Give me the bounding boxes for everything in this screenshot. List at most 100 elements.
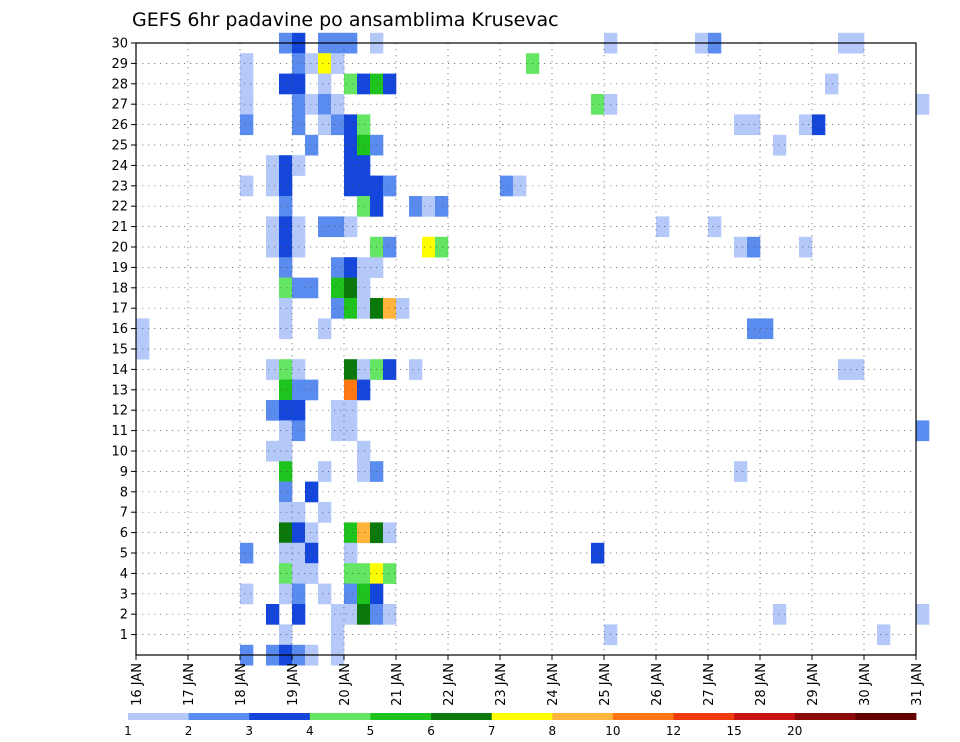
legend-label: 2 bbox=[185, 724, 193, 738]
legend-label: 15 bbox=[727, 724, 742, 738]
y-tick-label: 20 bbox=[111, 241, 128, 256]
legend-swatch bbox=[309, 713, 371, 720]
heatmap-cell bbox=[318, 461, 332, 482]
heatmap-cell bbox=[383, 236, 397, 258]
heatmap-cell bbox=[331, 420, 345, 442]
heatmap-cell bbox=[279, 318, 293, 340]
heatmap-cell bbox=[305, 53, 319, 74]
heatmap-cell bbox=[591, 94, 605, 115]
heatmap-cell bbox=[279, 175, 293, 197]
heatmap-cell bbox=[305, 522, 319, 544]
heatmap-cell bbox=[240, 583, 254, 605]
heatmap-cell bbox=[812, 114, 826, 136]
heatmap-cell bbox=[344, 175, 358, 197]
heatmap-cell bbox=[734, 236, 748, 258]
heatmap-cell bbox=[279, 400, 293, 421]
heatmap-cell bbox=[357, 379, 371, 401]
x-tick-label: 19 JAN bbox=[286, 663, 301, 706]
heatmap-cell bbox=[799, 236, 813, 258]
heatmap-cell bbox=[435, 196, 449, 217]
y-tick-label: 16 bbox=[111, 322, 128, 337]
legend-swatch bbox=[734, 713, 796, 720]
heatmap-cell bbox=[240, 73, 254, 95]
y-tick-label: 9 bbox=[120, 465, 128, 480]
x-tick-label: 18 JAN bbox=[234, 663, 249, 706]
legend-swatch bbox=[612, 713, 674, 720]
heatmap-cell bbox=[279, 624, 293, 646]
heatmap-cell bbox=[825, 73, 839, 95]
y-tick-label: 18 bbox=[111, 281, 128, 296]
legend-swatch bbox=[370, 713, 432, 720]
heatmap-cell bbox=[357, 583, 371, 605]
heatmap-cell bbox=[279, 379, 293, 401]
x-tick-label: 23 JAN bbox=[494, 663, 509, 706]
y-tick-label: 26 bbox=[111, 118, 128, 133]
grid-lines bbox=[136, 43, 916, 655]
y-tick-label: 8 bbox=[120, 485, 128, 500]
color-legend: 1 2 3 4 5 6 7 8 10 12 15 20 bbox=[124, 713, 917, 738]
y-axis: 1234567891011121314151617181920212223242… bbox=[111, 37, 136, 643]
y-tick-label: 14 bbox=[111, 363, 128, 378]
heatmap-cell bbox=[279, 461, 293, 482]
chart-title: GEFS 6hr padavine po ansamblima Krusevac bbox=[132, 9, 559, 31]
heatmap-cell bbox=[357, 175, 371, 197]
heatmap-cell bbox=[383, 522, 397, 544]
heatmap-cell bbox=[318, 73, 332, 95]
heatmap-cell bbox=[500, 175, 514, 197]
legend-label: 7 bbox=[488, 724, 496, 738]
x-tick-label: 30 JAN bbox=[858, 663, 873, 706]
heatmap-cell bbox=[318, 502, 332, 523]
heatmap-cell bbox=[383, 604, 397, 625]
heatmap-cell bbox=[591, 542, 605, 564]
heatmap-cell bbox=[344, 134, 358, 156]
heatmap-cell bbox=[266, 175, 280, 197]
heatmap-cell bbox=[318, 53, 332, 74]
x-axis: 16 JAN 17 JAN 18 JAN 19 JAN 20 JAN 21 JAN 22 J… bbox=[130, 655, 925, 706]
y-tick-label: 27 bbox=[111, 98, 128, 113]
y-tick-label: 29 bbox=[111, 57, 128, 72]
heatmap-cell bbox=[305, 379, 319, 401]
heatmap-cell bbox=[279, 481, 293, 503]
heatmap-cell bbox=[305, 277, 319, 299]
y-tick-label: 2 bbox=[120, 608, 128, 623]
heatmap-cells bbox=[136, 32, 930, 666]
heatmap-cell bbox=[513, 175, 527, 197]
heatmap-cell bbox=[266, 155, 280, 176]
heatmap-cell bbox=[331, 114, 345, 136]
legend-swatch bbox=[552, 713, 614, 720]
heatmap-cell bbox=[747, 236, 761, 258]
x-tick-label: 27 JAN bbox=[702, 663, 717, 706]
heatmap-cell bbox=[279, 216, 293, 238]
heatmap-cell bbox=[383, 73, 397, 95]
x-tick-label: 20 JAN bbox=[338, 663, 353, 706]
x-tick-label: 16 JAN bbox=[130, 663, 145, 706]
heatmap-cell bbox=[240, 53, 254, 74]
legend-label: 1 bbox=[124, 724, 132, 738]
heatmap-cell bbox=[266, 400, 280, 421]
heatmap-cell bbox=[708, 216, 722, 238]
heatmap-cell bbox=[422, 236, 436, 258]
heatmap-cell bbox=[357, 359, 371, 380]
heatmap-cell bbox=[916, 604, 930, 625]
legend-label: 12 bbox=[666, 724, 681, 738]
legend-swatch bbox=[188, 713, 250, 720]
heatmap-cell bbox=[266, 440, 280, 462]
y-tick-label: 22 bbox=[111, 200, 128, 215]
legend-label: 6 bbox=[427, 724, 435, 738]
heatmap-cell bbox=[279, 277, 293, 299]
x-tick-label: 21 JAN bbox=[390, 663, 405, 706]
heatmap-cell bbox=[344, 542, 358, 564]
legend-swatch bbox=[855, 713, 917, 720]
heatmap-cell bbox=[318, 583, 332, 605]
legend-swatch bbox=[128, 713, 190, 720]
heatmap-cell bbox=[279, 542, 293, 564]
heatmap-cell bbox=[279, 522, 293, 544]
heatmap-cell bbox=[357, 114, 371, 136]
x-tick-label: 22 JAN bbox=[442, 663, 457, 706]
heatmap-cell bbox=[799, 114, 813, 136]
y-tick-label: 30 bbox=[111, 37, 128, 52]
heatmap-cell bbox=[344, 420, 358, 442]
heatmap-cell bbox=[305, 481, 319, 503]
y-tick-label: 3 bbox=[120, 587, 128, 602]
heatmap-cell bbox=[916, 94, 930, 115]
